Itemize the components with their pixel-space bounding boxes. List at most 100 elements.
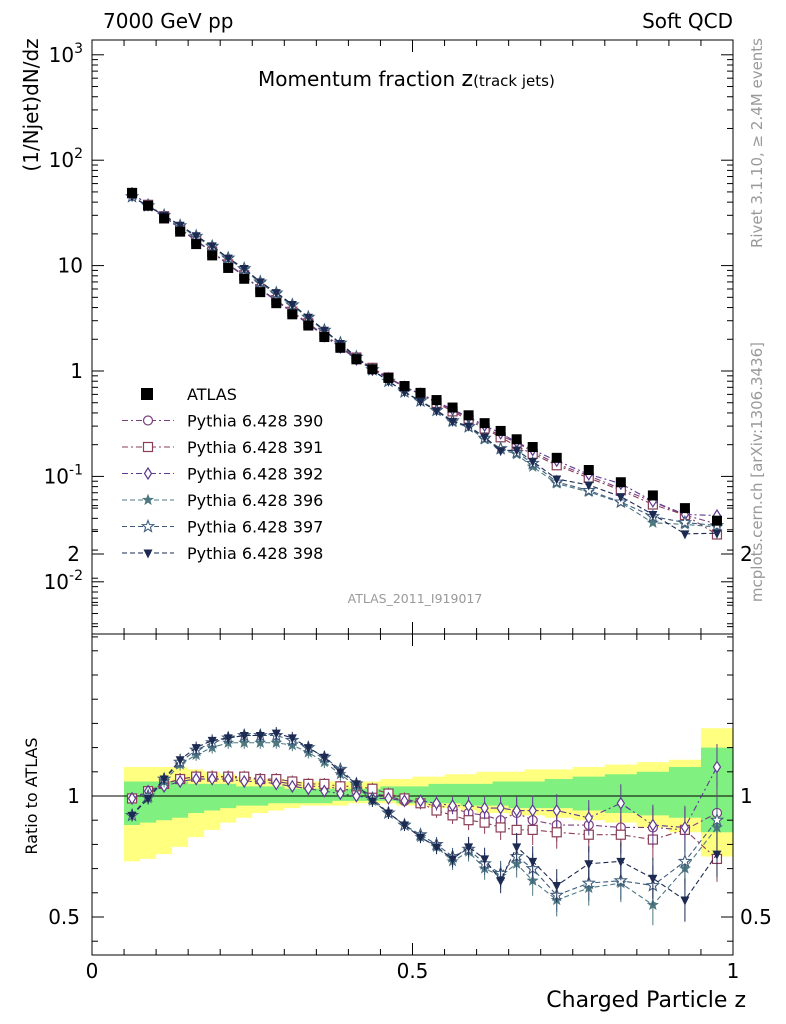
atlas-data-point [255,287,266,298]
y-tick-label-top: 10 [58,254,83,278]
series-point [384,791,393,806]
legend-entry-391: Pythia 6.428 391 [122,438,323,457]
series-point [287,734,297,744]
atlas-data-point [239,273,250,284]
series-point [319,753,329,763]
series-point [191,232,201,242]
series-point [527,824,538,835]
series-point [496,801,505,815]
y-tick-label-top: 10-2 [44,568,83,594]
legend-entry-390: Pythia 6.428 390 [122,412,323,431]
atlas-data-point [479,418,490,429]
series-point [448,799,457,813]
legend-marker [142,441,154,453]
series-point [479,817,490,828]
series-point [464,843,474,853]
series-point [709,812,725,827]
series-392-ratio [127,744,722,850]
series-point [127,791,137,806]
x-tick-label: 0 [86,959,99,983]
atlas-data-point [143,200,154,211]
series-point [223,734,233,744]
x-tick-label: 1 [727,959,740,983]
series-point [648,510,658,520]
series-point [584,481,594,491]
series-point [496,877,506,887]
series-point [432,407,442,417]
legend-entry-392: Pythia 6.428 392 [122,465,323,484]
atlas-data-point [551,452,562,463]
legend-label: Pythia 6.428 397 [187,518,323,537]
series-point [351,780,361,790]
y-axis-label-top: (1/Njet)dN/dz [19,38,43,171]
rivet-version-label: Rivet 3.1.10, ≥ 2.4M events [748,38,766,248]
series-point [648,818,658,832]
series-point [552,475,562,485]
series-point [303,744,313,754]
legend-entry-397: Pythia 6.428 397 [122,518,323,537]
series-point [207,736,217,746]
series-point [175,221,185,231]
atlas-data-point [127,187,138,198]
series-point [335,768,345,778]
series-point [677,853,693,868]
series-point [480,801,489,815]
series-point [584,811,593,825]
series-point [383,809,393,819]
series-point [648,874,658,884]
atlas-data-point [335,342,346,353]
series-point [304,782,313,796]
legend-marker [143,466,153,481]
atlas-data-point [351,354,362,365]
series-point [416,794,425,808]
atlas-data-point [463,410,474,421]
y-axis-label-bottom: Ratio to ATLAS [22,737,41,854]
legend-label: Pythia 6.428 396 [187,491,323,510]
series-point [159,775,169,785]
series-point [272,777,281,791]
series-point [256,774,265,789]
series-point [464,422,474,432]
series-point [512,803,521,818]
series-point [616,493,626,503]
atlas-data-point [223,262,234,273]
atlas-data-point [207,250,218,261]
legend-marker-atlas [141,388,153,400]
legend-entry-398: Pythia 6.428 398 [122,544,323,563]
series-point [320,784,329,798]
legend-label: Pythia 6.428 398 [187,544,323,563]
series-point [680,896,690,906]
series-point [207,772,217,786]
y-tick-label-ratio: 1 [67,784,80,808]
atlas-data-point [527,442,538,453]
y-tick-label-ratio: 0.5 [48,905,80,929]
atlas-data-point [399,381,410,392]
series-point [416,397,426,407]
atlas-data-point [383,372,394,383]
y-tick-label-top: 102 [49,146,83,172]
series-point [584,860,594,870]
mcplots-reference-label: mcplots.cern.ch [arXiv:1306.3436] [748,342,766,602]
series-point [319,326,329,336]
atlas-data-point [287,309,298,320]
series-point [712,760,722,774]
series-point [680,820,690,835]
y-tick-label-top: 10-1 [44,462,83,488]
series-point [191,772,201,786]
legend-marker [142,415,154,426]
atlas-data-point [175,226,186,237]
atlas-data-point [647,490,658,501]
series-point [207,242,217,252]
uncertainty-band-inner [124,747,734,833]
series-point [223,254,233,264]
series-point [551,827,562,838]
series-point [528,857,538,867]
legend-marker [140,518,156,533]
plot-title: Momentum fraction z(track jets) [258,67,555,92]
series-point [495,822,506,833]
series-point [400,794,409,808]
series-point [271,729,281,739]
legend-marker [143,549,153,559]
